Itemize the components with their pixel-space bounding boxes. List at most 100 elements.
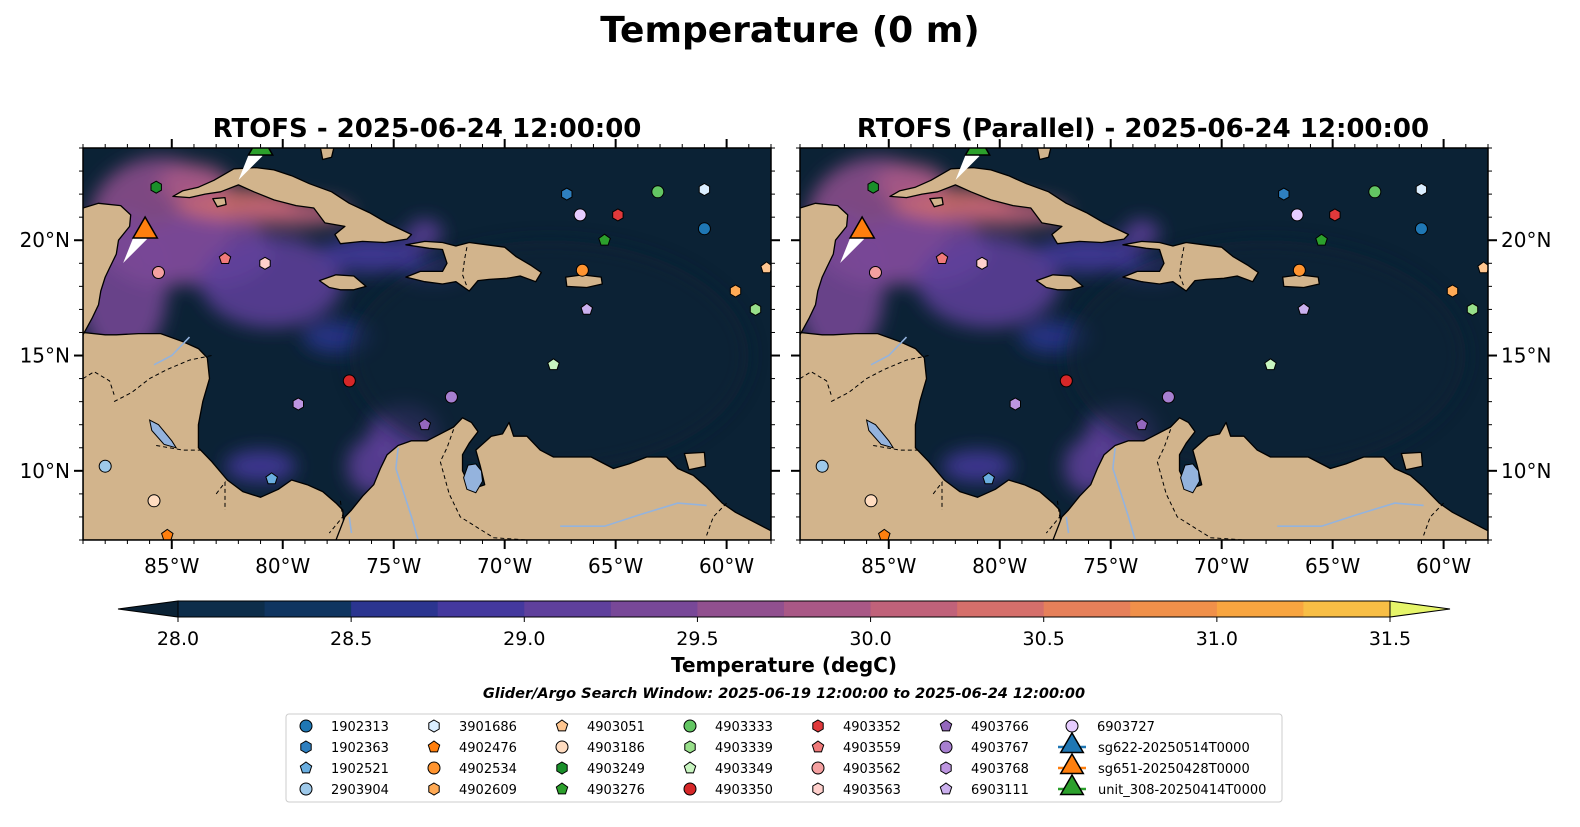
colorbar-extend-max [1389, 600, 1451, 618]
sst-warm-patch [917, 235, 1060, 328]
lon-tick-label: 80°W [255, 554, 310, 578]
sst-warm-patch [1124, 219, 1160, 248]
colorbar-extend-min [117, 600, 179, 618]
legend-frame [285, 713, 1283, 803]
country-border [156, 445, 201, 451]
argo-float-marker [1059, 374, 1073, 388]
legend-label: 4903186 [587, 741, 645, 756]
legend-item: 4902476 [427, 740, 517, 756]
legend-label: 2903904 [331, 783, 389, 798]
legend-glider-marker [1059, 752, 1085, 775]
legend-marker [1065, 719, 1079, 733]
map-frame [799, 147, 1489, 541]
colorbar-bin [870, 601, 958, 617]
argo-float-marker [749, 302, 762, 316]
land-trinidad [1400, 451, 1424, 471]
argo-float-marker [729, 284, 742, 298]
argo-float-marker [218, 252, 232, 264]
map-axis-ticks: 85°W 80°W 75°W 70°W 65°W 60°W 10°N 15°N 20°N [791, 139, 1551, 578]
colorbar-tick-label: 31.0 [1196, 628, 1238, 650]
country-border [1156, 429, 1244, 540]
sst-warm-patch [200, 235, 343, 328]
river-magdalena [1112, 447, 1136, 540]
lat-tick-label: 10°N [1501, 459, 1551, 483]
legend-label: 1902363 [331, 741, 389, 756]
argo-float-marker [1315, 233, 1328, 246]
lon-tick-label: 80°W [972, 554, 1027, 578]
country-border [873, 445, 918, 451]
argo-float-marker [982, 472, 995, 485]
land-cuba [172, 166, 413, 245]
colorbar-bin [264, 601, 352, 617]
sst-warm-patch [1037, 235, 1140, 273]
argo-float-marker [651, 185, 665, 199]
legend-label: 6903111 [971, 783, 1029, 798]
legend-marker [428, 782, 440, 796]
colorbar-tick-label: 28.5 [330, 628, 372, 650]
lon-tick-label: 75°W [1083, 554, 1138, 578]
argo-float-marker [1264, 358, 1277, 371]
legend-item: 4903562 [811, 761, 901, 777]
country-border [113, 355, 212, 403]
legend-label: 4903559 [843, 741, 901, 756]
legend-item: 4903766 [939, 719, 1029, 735]
colorbar: 28.0 28.5 29.0 29.5 30.0 30.5 31.0 31.5 Tempera… [117, 600, 1451, 677]
legend-marker [812, 782, 824, 796]
argo-float-marker [1278, 187, 1290, 201]
colorbar-bin [524, 601, 612, 617]
legend-label: 4902534 [459, 762, 517, 777]
legend-label: 4903333 [715, 720, 773, 735]
land-isla-juventud [929, 196, 944, 208]
river-atrato [348, 516, 353, 534]
lake-maracaibo [1180, 463, 1201, 494]
glider-track [955, 150, 980, 180]
sst-warm-patch [942, 450, 1014, 483]
argo-float-marker [867, 180, 879, 194]
search-window-caption: Glider/Argo Search Window: 2025-06-19 12… [483, 686, 1085, 702]
legend-item: 4902534 [427, 761, 517, 777]
sst-warm-patch [225, 450, 297, 483]
map-panel-rtofs: RTOFS - 2025-06-24 12:00:00 85°W 80°W 75°W… [20, 114, 780, 578]
lon-tick-label: 65°W [588, 554, 643, 578]
legend-marker [427, 761, 441, 775]
legend-marker [555, 782, 569, 795]
country-border [439, 429, 527, 540]
glider-track [123, 233, 148, 264]
legend-item: unit_308-20250414T0000 [1058, 773, 1266, 798]
argo-float-marker [1297, 302, 1311, 315]
argo-float-marker [147, 494, 161, 508]
land-south-america [1052, 417, 1488, 540]
legend-label: unit_308-20250414T0000 [1098, 783, 1266, 798]
country-border [215, 480, 226, 510]
argo-float-marker [1446, 284, 1459, 298]
sst-warm-patch [407, 219, 443, 248]
lat-tick-label: 15°N [1501, 344, 1551, 368]
legend-item: 6903111 [939, 782, 1029, 798]
country-border [328, 500, 344, 534]
glider-marker [964, 148, 992, 156]
legend-label: 4903350 [715, 783, 773, 798]
legend-marker [556, 761, 568, 775]
colorbar-label: Temperature (degC) [671, 653, 897, 677]
argo-float-marker [698, 182, 711, 197]
land-andros [319, 148, 335, 161]
lat-tick-label: 15°N [20, 344, 70, 368]
legend-label: 4903562 [843, 762, 901, 777]
legend-item: 1902521 [299, 761, 389, 777]
legend-label: 1902313 [331, 720, 389, 735]
glider-marker [247, 148, 275, 156]
lat-tick-label: 20°N [20, 228, 70, 252]
legend-item: sg651-20250428T0000 [1058, 752, 1250, 777]
sst-warm-patch [320, 235, 423, 273]
legend-label: 4903767 [971, 741, 1029, 756]
land-yucatan-mexico [83, 202, 132, 336]
colorbar-tick-label: 30.0 [849, 628, 891, 650]
colorbar-bin [1043, 601, 1131, 617]
argo-float-marker [935, 252, 949, 264]
legend-item: 4903350 [683, 782, 773, 798]
colorbar-outline [177, 600, 1391, 618]
legend-item: 4903559 [811, 740, 901, 756]
glider-marker [848, 215, 876, 239]
panel-title: RTOFS - 2025-06-24 12:00:00 [213, 114, 642, 144]
sst-cool-basin [349, 240, 749, 471]
